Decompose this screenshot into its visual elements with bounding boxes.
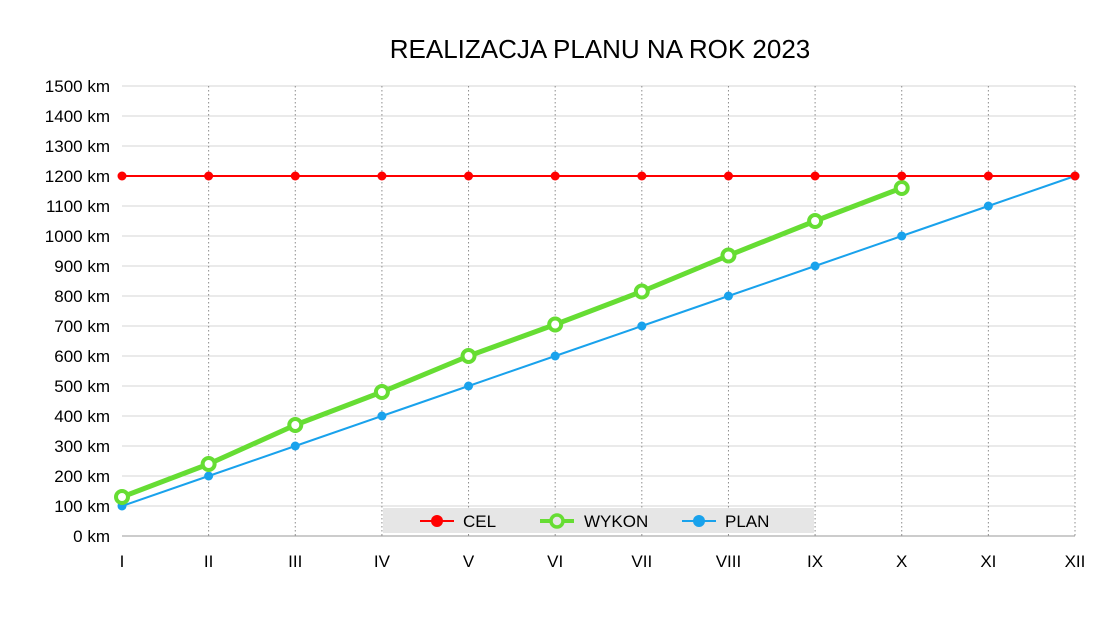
data-point-wykon bbox=[114, 489, 130, 505]
data-point-cel bbox=[550, 171, 560, 181]
data-point-wykon bbox=[200, 456, 217, 472]
data-point-cel bbox=[464, 171, 474, 181]
data-point-plan bbox=[204, 471, 214, 481]
data-point-wykon bbox=[893, 180, 910, 196]
legend-swatch-marker bbox=[431, 515, 443, 527]
axes: 0 km 100 km 200 km 300 km 400 km 500 km 600 km… bbox=[45, 77, 1086, 571]
x-tick-label: I bbox=[120, 552, 125, 571]
legend: CEL WYKON PLAN bbox=[383, 508, 814, 533]
grid bbox=[122, 85, 1076, 536]
y-tick-label: 1000 km bbox=[45, 227, 110, 246]
series-line-wykon bbox=[121, 185, 903, 500]
data-point-plan bbox=[983, 201, 993, 211]
legend-item-cel: CEL bbox=[420, 512, 496, 531]
data-point-cel bbox=[1070, 171, 1080, 181]
x-tick-label: XII bbox=[1065, 552, 1086, 571]
data-point-plan bbox=[290, 441, 300, 451]
y-tick-label: 500 km bbox=[54, 377, 110, 396]
y-tick-label: 1500 km bbox=[45, 77, 110, 96]
legend-label: CEL bbox=[463, 512, 496, 531]
x-tick-label: XI bbox=[980, 552, 996, 571]
data-point-plan bbox=[464, 381, 474, 391]
chart-title: REALIZACJA PLANU NA ROK 2023 bbox=[390, 34, 811, 64]
data-point-wykon bbox=[547, 316, 564, 333]
data-point-plan bbox=[897, 231, 907, 241]
data-point-plan bbox=[550, 351, 560, 361]
legend-label: PLAN bbox=[725, 512, 769, 531]
data-point-cel bbox=[204, 171, 214, 181]
y-tick-label: 400 km bbox=[54, 407, 110, 426]
y-tick-label: 300 km bbox=[54, 437, 110, 456]
y-tick-label: 700 km bbox=[54, 317, 110, 336]
y-tick-label: 200 km bbox=[54, 467, 110, 486]
data-point-plan bbox=[637, 321, 647, 331]
x-tick-label: V bbox=[463, 552, 475, 571]
legend-background bbox=[383, 508, 814, 533]
y-tick-label: 1300 km bbox=[45, 137, 110, 156]
y-tick-label: 0 km bbox=[73, 527, 110, 546]
legend-swatch-marker bbox=[693, 515, 705, 527]
data-point-plan bbox=[723, 291, 733, 301]
legend-item-wykon: WYKON bbox=[540, 512, 648, 531]
data-point-cel bbox=[723, 171, 733, 181]
x-tick-label: VIII bbox=[716, 552, 742, 571]
y-tick-label: 1100 km bbox=[46, 197, 110, 216]
series-line-plan bbox=[121, 175, 1076, 507]
legend-swatch-marker bbox=[549, 513, 565, 529]
data-point-cel bbox=[897, 171, 907, 181]
x-tick-label: VI bbox=[547, 552, 563, 571]
y-tick-label: 1400 km bbox=[45, 107, 110, 126]
data-point-wykon bbox=[720, 247, 737, 264]
y-tick-label: 800 km bbox=[54, 287, 110, 306]
x-tick-label: VII bbox=[631, 552, 652, 571]
data-point-plan bbox=[377, 411, 387, 421]
y-tick-label: 1200 km bbox=[45, 167, 110, 186]
series-plan bbox=[117, 171, 1080, 511]
data-point-wykon bbox=[373, 384, 390, 400]
series-cel bbox=[117, 171, 1080, 181]
data-point-wykon bbox=[633, 283, 650, 300]
y-tick-label: 100 km bbox=[54, 497, 110, 516]
data-point-cel bbox=[810, 171, 820, 181]
data-point-cel bbox=[290, 171, 300, 181]
data-point-cel bbox=[117, 171, 127, 181]
x-tick-label: IV bbox=[374, 552, 391, 571]
data-point-cel bbox=[983, 171, 993, 181]
legend-label: WYKON bbox=[584, 512, 648, 531]
y-tick-label: 900 km bbox=[54, 257, 110, 276]
data-point-plan bbox=[810, 261, 820, 271]
data-point-wykon bbox=[460, 348, 477, 364]
y-tick-label: 600 km bbox=[54, 347, 110, 366]
x-tick-label: III bbox=[288, 552, 302, 571]
data-point-cel bbox=[637, 171, 647, 181]
x-tick-label: X bbox=[896, 552, 907, 571]
x-tick-label: IX bbox=[807, 552, 823, 571]
x-tick-label: II bbox=[204, 552, 213, 571]
legend-item-plan: PLAN bbox=[682, 512, 769, 531]
series-wykon bbox=[114, 180, 910, 505]
series-layer bbox=[114, 171, 1080, 511]
data-point-cel bbox=[377, 171, 387, 181]
data-point-wykon bbox=[287, 417, 304, 433]
data-point-wykon bbox=[807, 213, 824, 229]
